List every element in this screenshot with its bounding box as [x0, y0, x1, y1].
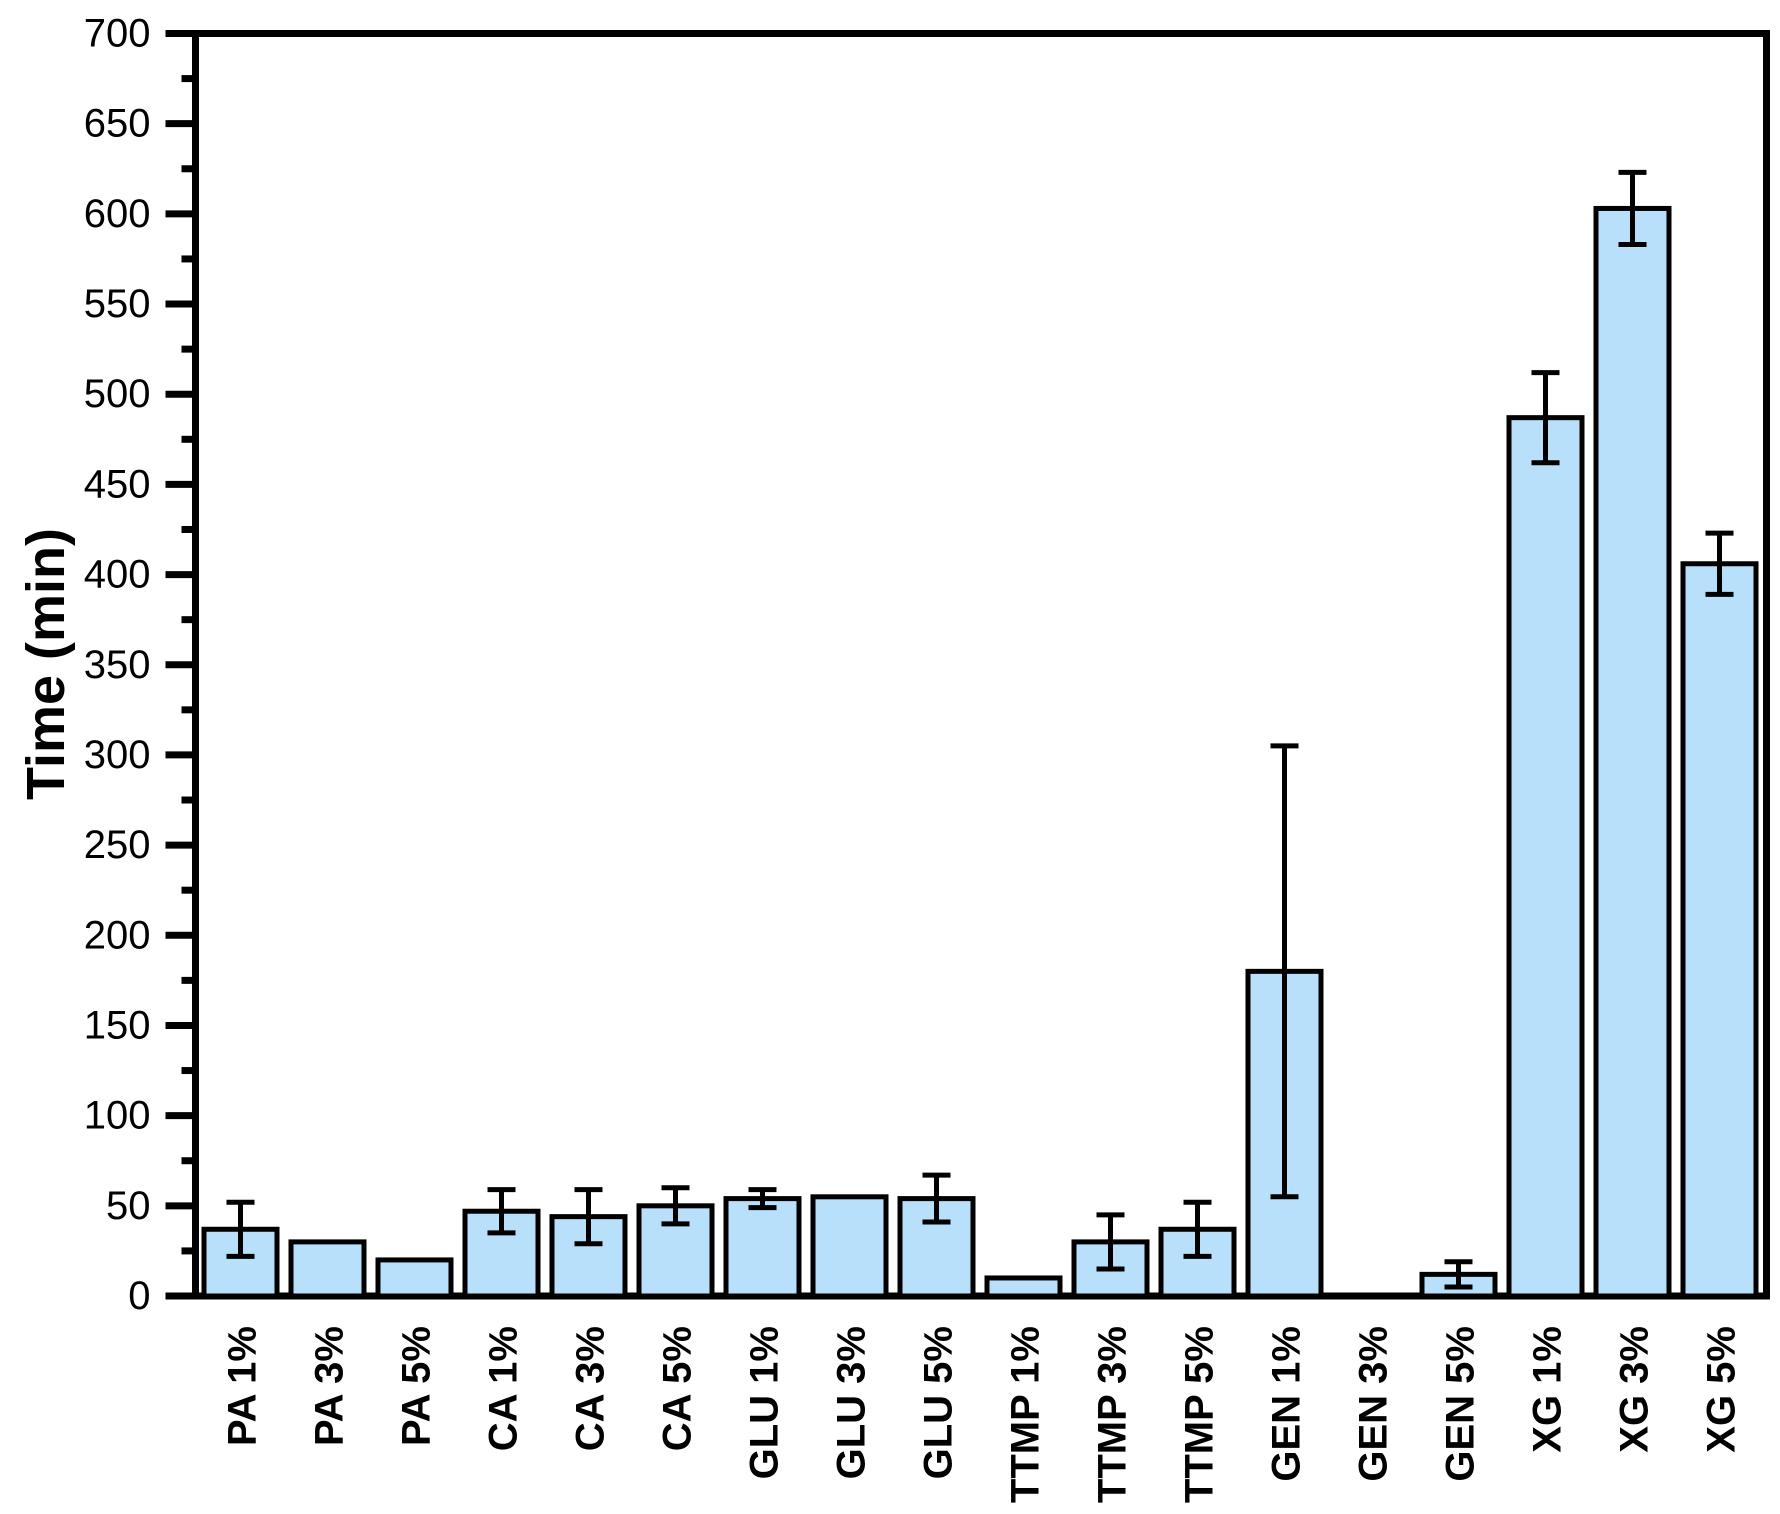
x-tick-label: PA 3%	[308, 1326, 352, 1446]
x-tick-label: PA 5%	[395, 1326, 439, 1446]
x-tick-label: GLU 3%	[830, 1326, 874, 1479]
y-tick-label: 100	[84, 1094, 151, 1138]
bar	[288, 1239, 367, 1299]
x-tick-label: GEN 5%	[1439, 1326, 1483, 1482]
y-tick-label: 600	[84, 192, 151, 236]
x-tick-label: TTMP 3%	[1091, 1326, 1135, 1503]
x-tick-label: CA 5%	[656, 1326, 700, 1451]
y-tick-label: 350	[84, 643, 151, 687]
x-tick-label: CA 3%	[569, 1326, 613, 1451]
y-tick-label: 250	[84, 823, 151, 867]
bar	[1593, 205, 1672, 1299]
y-tick-label: 0	[128, 1274, 150, 1318]
x-tick-label: GEN 1%	[1265, 1326, 1309, 1482]
y-tick-label: 550	[84, 282, 151, 326]
bar	[375, 1257, 454, 1299]
x-tick-label: CA 1%	[482, 1326, 526, 1451]
y-tick-label: 700	[84, 12, 151, 56]
bar	[1506, 415, 1585, 1299]
y-tick-label: 450	[84, 462, 151, 506]
x-tick-label: XG 3%	[1613, 1326, 1657, 1453]
y-tick-label: 50	[106, 1184, 151, 1228]
x-tick-label: XG 1%	[1526, 1326, 1570, 1453]
x-tick-label: PA 1%	[221, 1326, 265, 1446]
y-tick-label: 150	[84, 1003, 151, 1047]
bar	[1680, 561, 1759, 1299]
y-tick-label: 200	[84, 913, 151, 957]
x-tick-label: XG 5%	[1700, 1326, 1744, 1453]
y-axis-title: Time (min)	[16, 528, 76, 800]
x-tick-label: GEN 3%	[1352, 1326, 1396, 1482]
x-tick-label: GLU 1%	[743, 1326, 787, 1479]
bar	[810, 1194, 889, 1299]
bar	[984, 1275, 1063, 1299]
y-tick-label: 650	[84, 102, 151, 146]
plot-area: 0 50 100 150 200 250 300 350 400 450 500 550 600 650 7…	[84, 12, 1770, 1503]
x-tick-label: TTMP 1%	[1004, 1326, 1048, 1503]
y-tick-label: 300	[84, 733, 151, 777]
x-tick-label: TTMP 5%	[1178, 1326, 1222, 1503]
y-tick-label: 400	[84, 553, 151, 597]
bar	[723, 1196, 802, 1299]
y-tick-label: 500	[84, 372, 151, 416]
x-tick-label: GLU 5%	[917, 1326, 961, 1479]
